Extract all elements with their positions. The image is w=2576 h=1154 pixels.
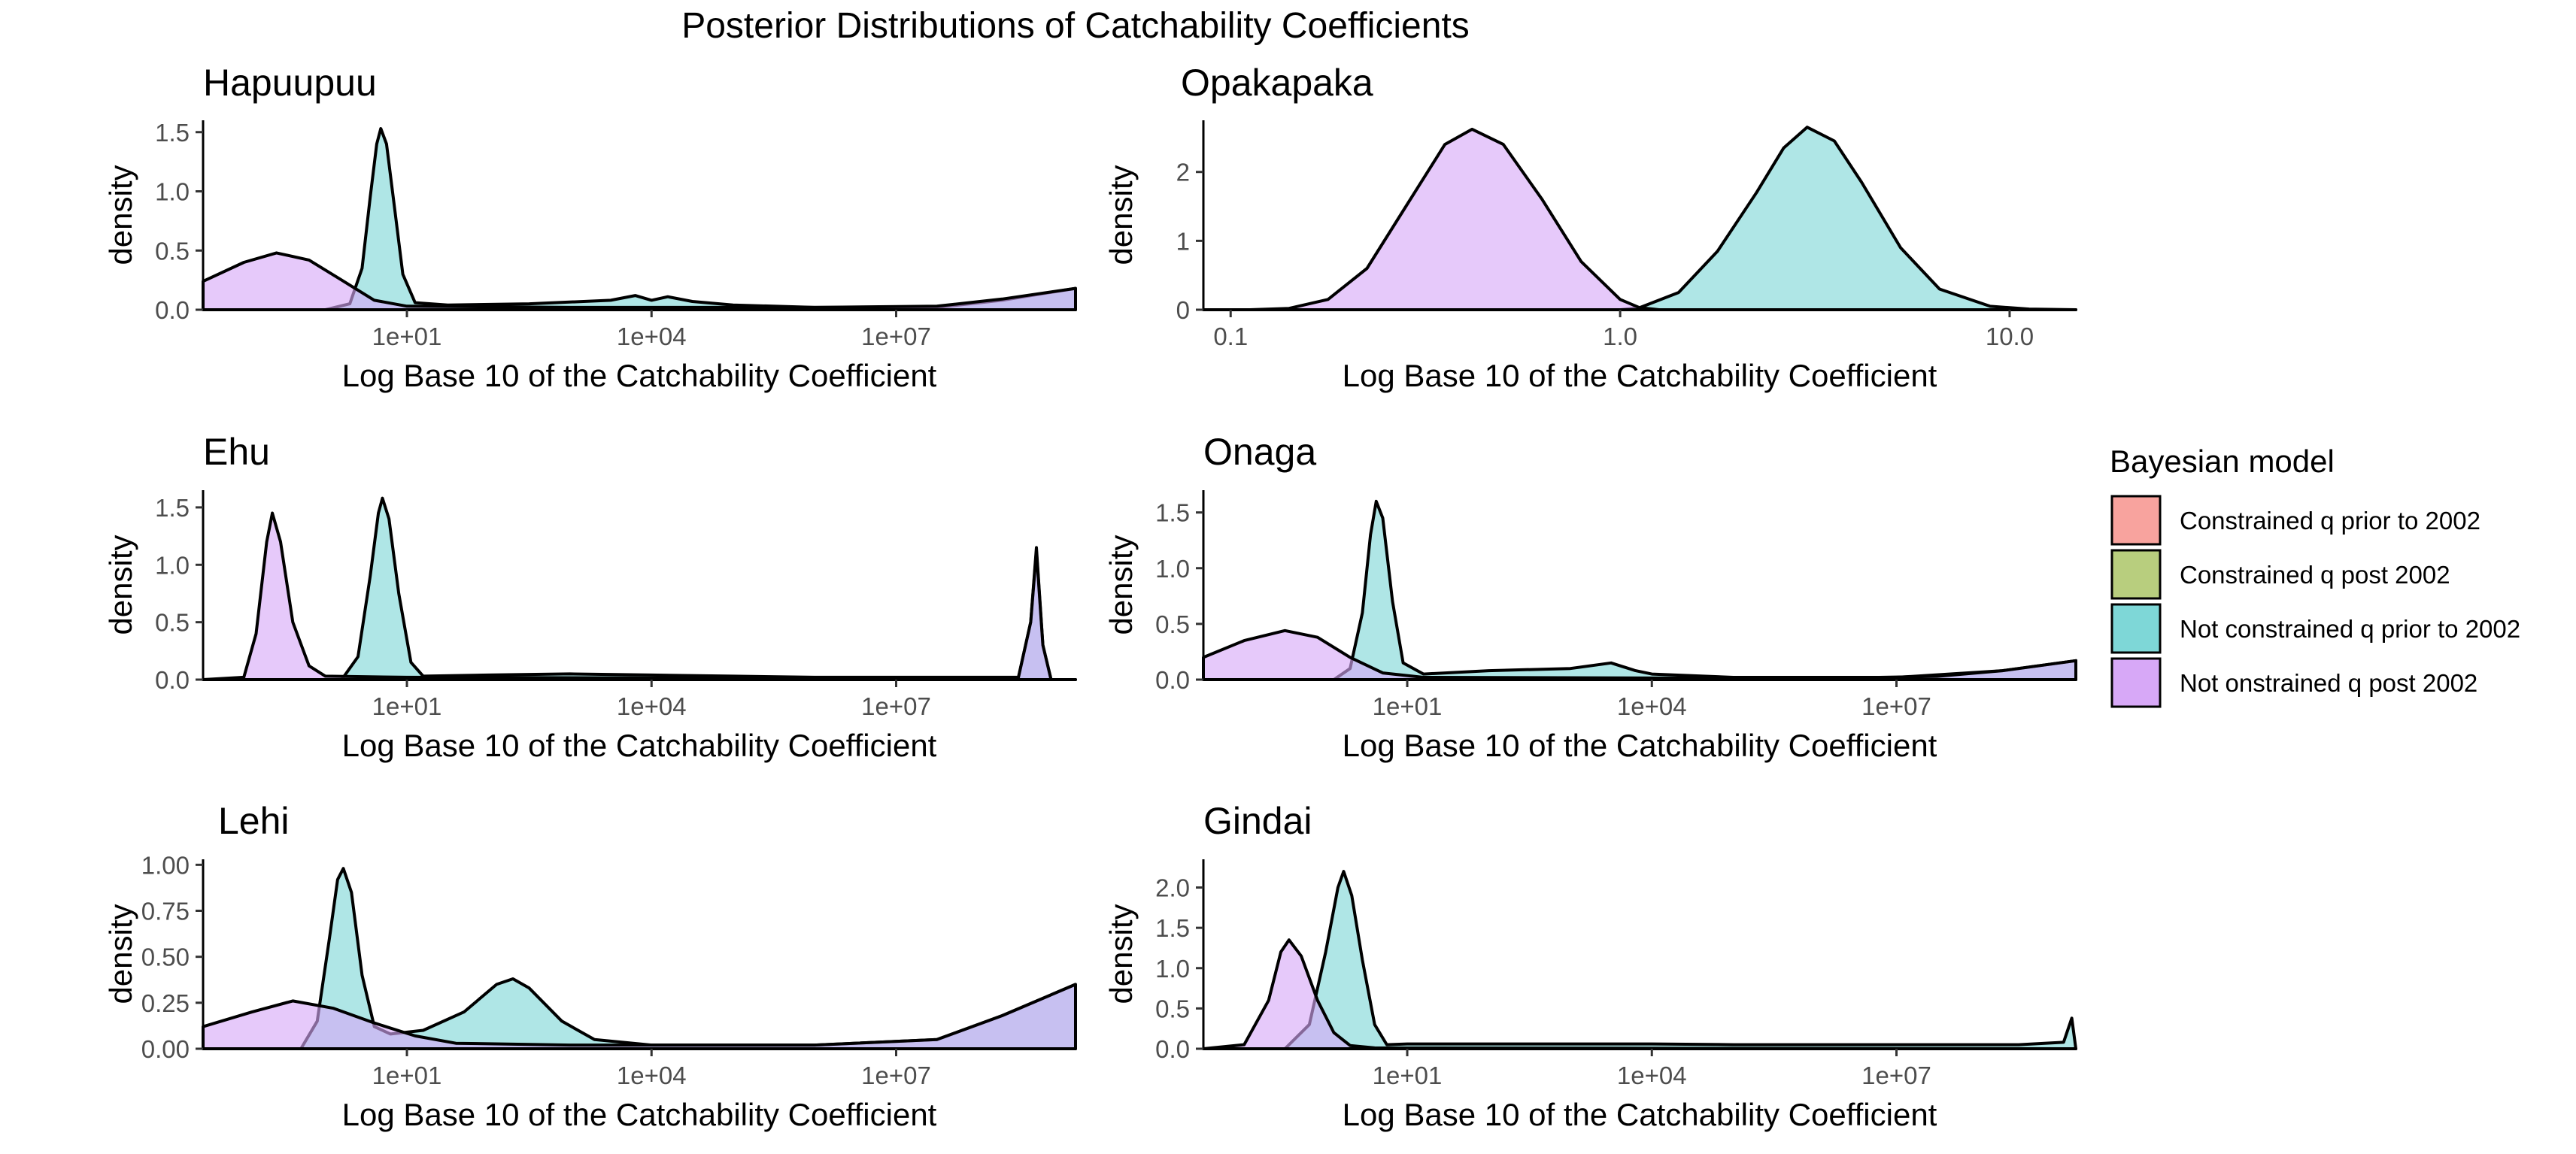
x-axis-title: Log Base 10 of the Catchability Coeffici… <box>1343 1097 1937 1132</box>
y-tick-label: 0.0 <box>155 666 190 694</box>
chart-main-title: Posterior Distributions of Catchability … <box>681 6 1470 46</box>
density-area-not-onstrained-q-post-2002 <box>1202 628 2077 681</box>
y-tick-label: 0.5 <box>155 237 190 265</box>
density-areas-opakapaka <box>1202 126 2077 311</box>
y-tick-label: 2.0 <box>1155 874 1190 902</box>
y-axis-title: density <box>103 165 138 265</box>
x-tick-label: 1e+04 <box>1617 1062 1687 1089</box>
y-tick-label: 0.50 <box>141 943 190 971</box>
panel-title-onaga: Onaga <box>1203 431 1316 473</box>
y-tick-label: 2 <box>1176 159 1190 186</box>
x-tick-label: 1e+01 <box>1373 692 1443 720</box>
y-tick-label: 1.5 <box>1155 914 1190 942</box>
density-areas-onaga <box>1202 499 2077 681</box>
legend-label: Not onstrained q post 2002 <box>2180 669 2477 697</box>
y-axis-title: density <box>1103 535 1139 635</box>
y-tick-label: 1.5 <box>155 494 190 522</box>
x-tick-label: 1e+01 <box>372 692 442 720</box>
y-tick-label: 0.0 <box>155 296 190 324</box>
x-axis-title: Log Base 10 of the Catchability Coeffici… <box>342 728 937 763</box>
density-area-not-onstrained-q-post-2002 <box>1202 127 2077 311</box>
panel-title-lehi: Lehi <box>218 800 290 842</box>
density-area-not-constrained-q-prior-to-2002 <box>1202 870 2077 1050</box>
density-areas-hapuupuu <box>202 127 1077 311</box>
panel-title-gindai: Gindai <box>1203 800 1312 842</box>
legend-item-constrained-q-prior-to-2002: Constrained q prior to 2002 <box>2110 495 2480 546</box>
y-tick-label: 0.00 <box>141 1035 190 1063</box>
density-areas-ehu <box>202 496 1077 681</box>
y-tick-label: 1.0 <box>155 178 190 206</box>
x-tick-label: 1e+04 <box>1617 692 1687 720</box>
legend-label: Constrained q post 2002 <box>2180 561 2450 589</box>
y-tick-label: 1.0 <box>155 551 190 579</box>
y-axis-title: density <box>103 904 138 1004</box>
y-tick-label: 1.5 <box>1155 499 1190 527</box>
y-tick-label: 1.0 <box>1155 555 1190 583</box>
y-tick-label: 1.00 <box>141 851 190 879</box>
y-axis-title: density <box>1103 165 1139 265</box>
density-area-not-onstrained-q-post-2002 <box>202 511 1077 681</box>
density-area-not-onstrained-q-post-2002 <box>202 983 1077 1050</box>
legend-item-not-onstrained-q-post-2002: Not onstrained q post 2002 <box>2110 657 2477 708</box>
y-tick-label: 1.5 <box>155 119 190 147</box>
y-tick-label: 0.5 <box>1155 995 1190 1022</box>
density-areas-lehi <box>202 867 1077 1050</box>
y-tick-label: 0.0 <box>1155 1035 1190 1063</box>
legend-swatch <box>2110 495 2162 546</box>
legend-label: Constrained q prior to 2002 <box>2180 507 2480 535</box>
y-axis-title: density <box>103 535 138 635</box>
legend-label: Not constrained q prior to 2002 <box>2180 615 2520 643</box>
panel-onaga: Onaga 1e+01 1e+04 1e+07 0.0 0.5 1.0 1.5 Log Base… <box>1103 431 2077 763</box>
density-area-not-constrained-q-prior-to-2002 <box>1202 126 2077 311</box>
y-tick-label: 0 <box>1176 296 1190 324</box>
panel-gindai: Gindai 1e+01 1e+04 1e+07 0.0 0.5 1.0 1.5 2.0 Log … <box>1103 800 2077 1132</box>
legend-item-not-constrained-q-prior-to-2002: Not constrained q prior to 2002 <box>2110 603 2520 654</box>
y-tick-label: 0.75 <box>141 898 190 925</box>
panel-opakapaka: Opakapaka 0.1 1.0 10.0 0 1 2 Log Base 10 of the… <box>1103 62 2077 393</box>
legend-item-constrained-q-post-2002: Constrained q post 2002 <box>2110 549 2450 600</box>
density-area-not-onstrained-q-post-2002 <box>202 251 1077 311</box>
panels-container: Hapuupuu 1e+01 1e+04 1e+07 0.0 0.5 1.0 1.5 Log B… <box>103 62 2077 1132</box>
panel-hapuupuu: Hapuupuu 1e+01 1e+04 1e+07 0.0 0.5 1.0 1.5 Log B… <box>103 62 1077 393</box>
legend: Bayesian model Constrained q prior to 200… <box>2110 444 2520 708</box>
x-tick-label: 1e+04 <box>617 323 687 350</box>
legend-title: Bayesian model <box>2110 444 2335 479</box>
x-tick-label: 1e+07 <box>1861 1062 1931 1089</box>
y-tick-label: 0.5 <box>155 609 190 637</box>
panel-title-hapuupuu: Hapuupuu <box>203 62 377 104</box>
y-tick-label: 0.0 <box>1155 666 1190 694</box>
legend-swatch <box>2110 657 2162 708</box>
x-tick-label: 1e+07 <box>861 323 931 350</box>
panel-ehu: Ehu 1e+01 1e+04 1e+07 0.0 0.5 1.0 1.5 Log Base 1… <box>103 431 1077 763</box>
x-tick-label: 1e+01 <box>372 1062 442 1089</box>
legend-swatch <box>2110 603 2162 654</box>
x-axis-title: Log Base 10 of the Catchability Coeffici… <box>342 358 937 393</box>
x-axis-title: Log Base 10 of the Catchability Coeffici… <box>342 1097 937 1132</box>
y-tick-label: 1 <box>1176 227 1190 255</box>
y-axis-title: density <box>1103 904 1139 1004</box>
x-tick-label: 1.0 <box>1603 323 1637 350</box>
density-areas-gindai <box>1202 870 2077 1050</box>
x-tick-label: 1e+07 <box>1861 692 1931 720</box>
y-tick-label: 1.0 <box>1155 955 1190 983</box>
panel-title-opakapaka: Opakapaka <box>1181 62 1373 104</box>
panel-lehi: Lehi 1e+01 1e+04 1e+07 0.00 0.25 0.50 0.75 1.00 L… <box>103 800 1077 1132</box>
x-tick-label: 1e+01 <box>1373 1062 1443 1089</box>
x-axis-title: Log Base 10 of the Catchability Coeffici… <box>1343 358 1937 393</box>
y-tick-label: 0.25 <box>141 989 190 1017</box>
x-tick-label: 10.0 <box>1986 323 2034 350</box>
panel-title-ehu: Ehu <box>203 431 270 473</box>
x-tick-label: 1e+04 <box>617 692 687 720</box>
x-tick-label: 0.1 <box>1213 323 1248 350</box>
legend-swatch <box>2110 549 2162 600</box>
y-tick-label: 0.5 <box>1155 610 1190 638</box>
x-tick-label: 1e+01 <box>372 323 442 350</box>
x-tick-label: 1e+04 <box>617 1062 687 1089</box>
density-area-not-constrained-q-prior-to-2002 <box>202 496 1077 681</box>
x-tick-label: 1e+07 <box>861 692 931 720</box>
x-axis-title: Log Base 10 of the Catchability Coeffici… <box>1343 728 1937 763</box>
x-tick-label: 1e+07 <box>861 1062 931 1089</box>
